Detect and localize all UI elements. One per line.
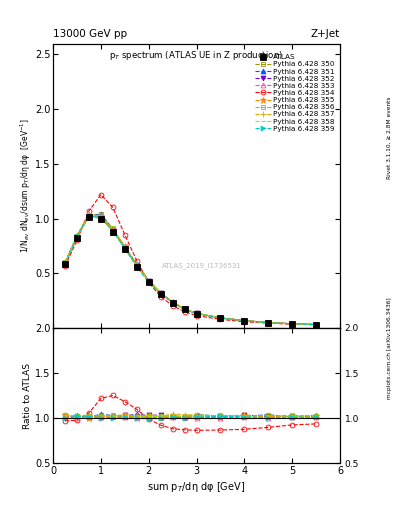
Text: 13000 GeV pp: 13000 GeV pp — [53, 29, 127, 39]
Y-axis label: 1/N$_{ev}$ dN$_{ev}$/dsum p$_{T}$/dη dφ  [GeV$^{-1}$]: 1/N$_{ev}$ dN$_{ev}$/dsum p$_{T}$/dη dφ … — [19, 118, 33, 253]
Text: Z+Jet: Z+Jet — [311, 29, 340, 39]
X-axis label: sum p$_{T}$/dη dφ [GeV]: sum p$_{T}$/dη dφ [GeV] — [147, 480, 246, 494]
Text: ATLAS_2019_I1736531: ATLAS_2019_I1736531 — [162, 262, 242, 269]
Text: Rivet 3.1.10, ≥ 2.8M events: Rivet 3.1.10, ≥ 2.8M events — [387, 97, 392, 180]
Legend: ATLAS, Pythia 6.428 350, Pythia 6.428 351, Pythia 6.428 352, Pythia 6.428 353, P: ATLAS, Pythia 6.428 350, Pythia 6.428 35… — [253, 53, 336, 133]
Y-axis label: Ratio to ATLAS: Ratio to ATLAS — [23, 362, 32, 429]
Text: p$_{T}$ spectrum (ATLAS UE in Z production): p$_{T}$ spectrum (ATLAS UE in Z producti… — [110, 49, 283, 62]
Text: mcplots.cern.ch [arXiv:1306.3436]: mcplots.cern.ch [arXiv:1306.3436] — [387, 297, 392, 399]
